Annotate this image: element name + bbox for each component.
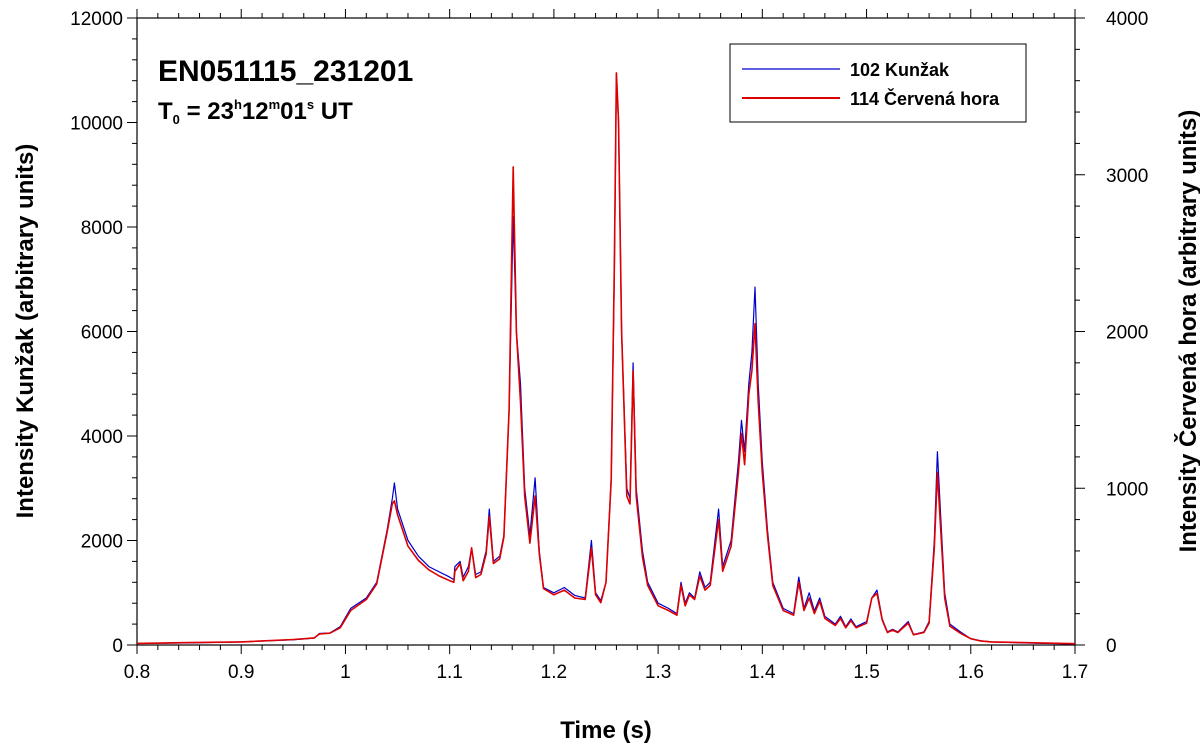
y-left-tick-label: 4000 xyxy=(81,427,123,448)
y-axis-title-right: Intensity Červená hora (arbitrary units) xyxy=(1174,110,1200,553)
subtitle-min: 12 xyxy=(242,98,269,125)
legend-box xyxy=(729,43,1027,123)
tick-marks xyxy=(127,9,1085,654)
subtitle-prefix: T xyxy=(158,98,173,125)
x-tick-label: 0.9 xyxy=(228,662,254,683)
x-tick-label: 1 xyxy=(340,662,351,683)
legend: 102 Kunžak 114 Červená hora xyxy=(729,43,1027,123)
y-left-tick-label: 2000 xyxy=(81,532,123,553)
y-left-tick-label: 8000 xyxy=(81,218,123,239)
chart-subtitle: T0 = 23h12m01s UT xyxy=(158,97,353,127)
legend-label-kunzak: 102 Kunžak xyxy=(850,60,950,80)
y-left-tick-label: 12000 xyxy=(70,9,123,30)
y-right-tick-label: 0 xyxy=(1106,636,1117,657)
subtitle-sec: 01 xyxy=(280,98,307,125)
x-tick-label: 1.4 xyxy=(749,662,776,683)
series-lines xyxy=(136,72,1076,645)
y-right-tick-label: 4000 xyxy=(1106,9,1148,30)
legend-label-cervena-hora: 114 Červená hora xyxy=(850,88,1000,109)
chart-title: EN051115_231201 xyxy=(158,55,413,88)
y-left-tick-label: 10000 xyxy=(70,114,123,135)
x-axis-title: Time (s) xyxy=(560,717,652,744)
x-tick-label: 1.7 xyxy=(1062,662,1088,683)
tick-labels: 0.8 0.9 1 1.1 1.2 1.3 1.4 1.5 1.6 1.7 0 2000 4000 600… xyxy=(70,9,1148,683)
subtitle-m: m xyxy=(269,97,281,112)
subtitle-suffix: UT xyxy=(314,98,353,125)
y-left-tick-label: 0 xyxy=(112,636,123,657)
x-tick-label: 0.8 xyxy=(124,662,150,683)
x-tick-label: 1.2 xyxy=(541,662,567,683)
y-right-tick-label: 1000 xyxy=(1106,479,1148,500)
y-right-tick-label: 3000 xyxy=(1106,166,1148,187)
subtitle-s: s xyxy=(307,97,314,112)
y-axis-title-left: Intensity Kunžak (arbitrary units) xyxy=(12,144,39,519)
series-line-cervena-hora xyxy=(136,72,1076,645)
y-right-tick-label: 2000 xyxy=(1106,323,1148,344)
x-tick-label: 1.3 xyxy=(645,662,671,683)
subtitle-h: h xyxy=(234,97,242,112)
x-tick-label: 1.1 xyxy=(436,662,462,683)
x-tick-label: 1.5 xyxy=(853,662,879,683)
y-left-tick-label: 6000 xyxy=(81,323,123,344)
subtitle-main: = 23 xyxy=(180,98,234,125)
x-tick-label: 1.6 xyxy=(958,662,984,683)
subtitle-prefix-sub: 0 xyxy=(173,112,180,127)
